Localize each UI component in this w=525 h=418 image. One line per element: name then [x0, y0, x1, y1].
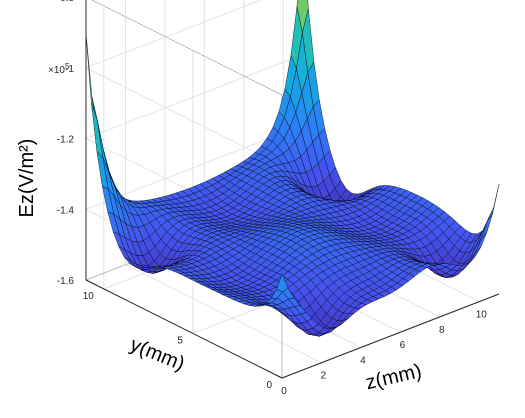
z-tick-label: -1.2	[57, 135, 75, 146]
z-axis-label: Ez(V/m²)	[16, 139, 38, 218]
z-tick-label: -1.4	[57, 205, 75, 216]
surface-cell	[91, 103, 104, 159]
z-multiplier-label: ×105	[48, 62, 70, 76]
x-tick-label: 10	[476, 310, 488, 321]
grid-line	[85, 67, 283, 167]
z-tick-label: -0.8	[57, 0, 75, 4]
x-axis-label: z(mm)	[364, 360, 424, 394]
x-tick-label: 6	[400, 340, 406, 351]
x-tick-label: 8	[439, 325, 445, 336]
x-axis-line	[281, 293, 500, 379]
grid-line	[85, 54, 304, 139]
y-tick-label: 5	[177, 335, 183, 346]
surface-cell	[487, 184, 500, 221]
tick-labels: 0 2 4 6 8 10 0 5 10 -1.6 -1.4 -1.2 -1 -0.8	[57, 0, 488, 397]
grid-line	[125, 264, 322, 364]
surface-cell	[481, 211, 494, 239]
z-tick-label: -1	[65, 64, 74, 75]
y-tick-label: 0	[266, 380, 272, 391]
x-tick-label: 0	[281, 386, 287, 397]
grid-line	[85, 0, 263, 69]
box-edge	[90, 0, 283, 96]
y-axis-line	[85, 279, 283, 379]
surface-mesh	[85, 0, 500, 337]
z-tick-label: -1.6	[57, 276, 75, 287]
axes-box-front	[85, 0, 500, 379]
y-tick-label: 10	[83, 291, 95, 302]
x-tick-label: 2	[321, 371, 327, 382]
x-tick-label: 4	[360, 355, 366, 366]
